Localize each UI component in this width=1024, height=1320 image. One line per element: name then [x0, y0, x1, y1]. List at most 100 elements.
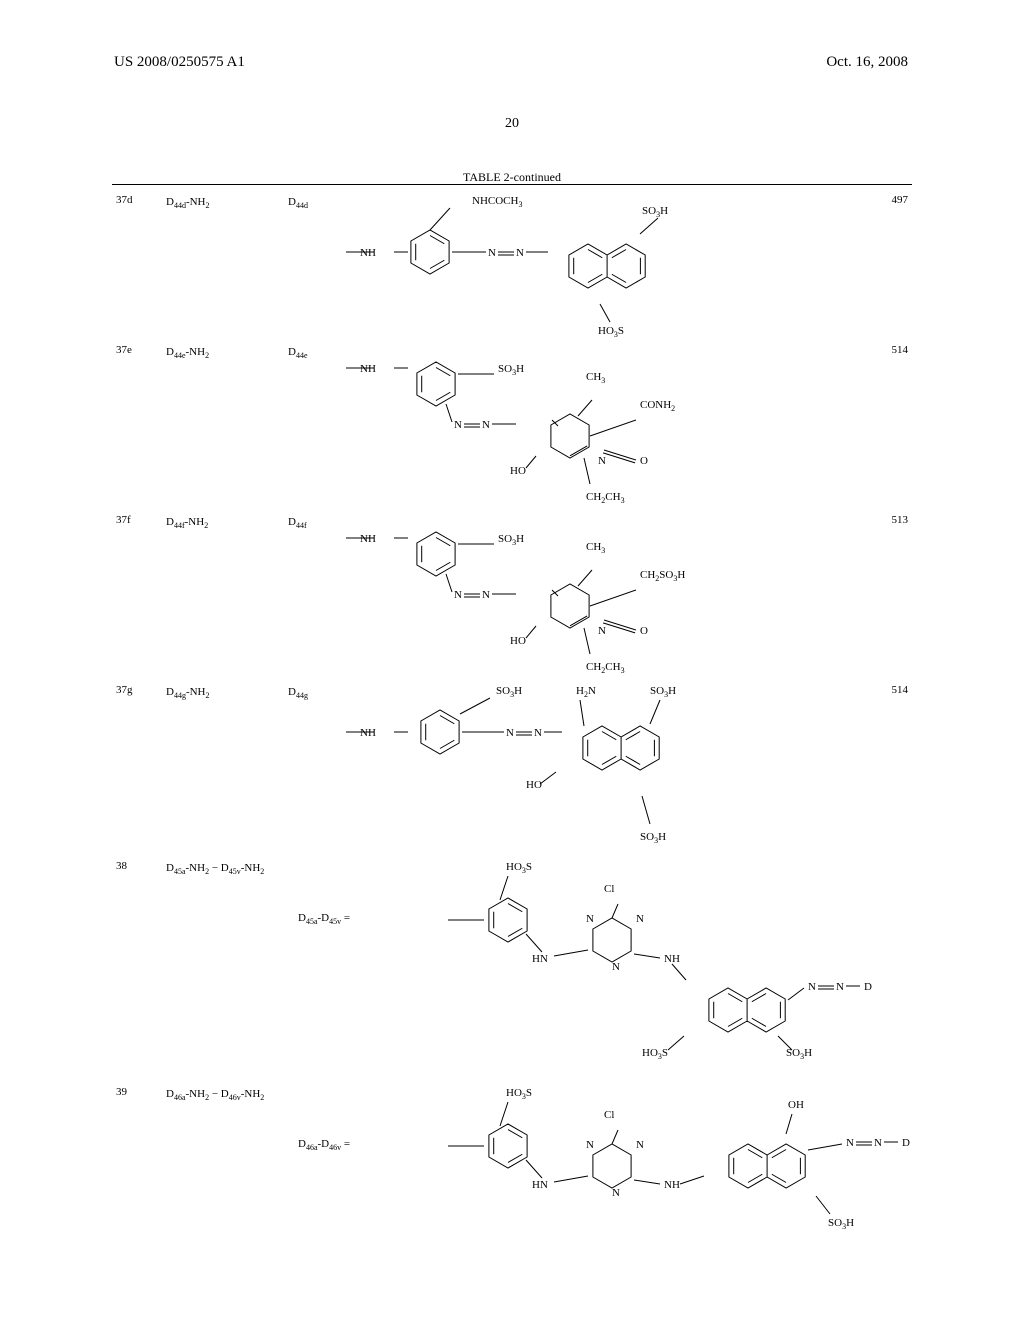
d-label: D44e [288, 344, 338, 365]
amine-label: D46a-NH2 − D46v-NH2 [166, 1086, 316, 1107]
svg-text:N: N [482, 419, 490, 431]
svg-text:N: N [808, 981, 816, 993]
table-row: 37e D44e-NH2 D44e 514 NH SO3H CH3 CONH2 N N HO… [112, 344, 912, 509]
chemical-structure: NHCOCH3 SO3H NH N N HO3S [340, 194, 830, 348]
svg-text:N: N [454, 589, 462, 601]
svg-text:N: N [534, 727, 542, 739]
svg-text:D46a-D46v =: D46a-D46v = [298, 1138, 350, 1152]
svg-text:N: N [612, 961, 620, 973]
svg-text:HO: HO [526, 779, 542, 791]
row-index: 39 [116, 1086, 127, 1098]
svg-text:D44e: D44e [288, 346, 308, 360]
d-label: D44d [288, 194, 338, 215]
svg-text:CH3: CH3 [586, 541, 605, 555]
svg-text:N: N [836, 981, 844, 993]
svg-text:N: N [612, 1187, 620, 1199]
svg-text:CH2SO3H: CH2SO3H [640, 569, 685, 583]
svg-text:HN: HN [532, 1179, 548, 1191]
svg-text:N: N [488, 247, 496, 259]
svg-text:SO3H: SO3H [642, 205, 668, 219]
chemical-structure: NH SO3H CH3 CH2SO3H N N HO N O CH2CH3 [340, 514, 830, 683]
svg-text:O: O [640, 625, 648, 637]
svg-text:N: N [482, 589, 490, 601]
svg-text:D44f: D44f [288, 516, 307, 530]
svg-text:N: N [586, 913, 594, 925]
d-label: D44g [288, 684, 338, 705]
amine-label: D45a-NH2 − D45v-NH2 [166, 860, 316, 881]
svg-text:SO3H: SO3H [640, 831, 666, 845]
chemical-structure: SO3H H2N SO3H NH N N HO SO3H [340, 684, 830, 853]
svg-text:N: N [506, 727, 514, 739]
svg-text:CH2CH3: CH2CH3 [586, 491, 625, 505]
svg-text:NH: NH [360, 727, 376, 739]
svg-text:NH: NH [360, 363, 376, 375]
svg-text:CONH2: CONH2 [640, 399, 675, 413]
svg-text:D45a-D45v =: D45a-D45v = [298, 912, 350, 926]
svg-text:OH: OH [788, 1099, 804, 1111]
svg-text:SO3H: SO3H [650, 685, 676, 699]
svg-text:CH2CH3: CH2CH3 [586, 661, 625, 675]
svg-text:D44g-NH2: D44g-NH2 [166, 686, 210, 700]
svg-text:SO3H: SO3H [496, 685, 522, 699]
row-index: 37f [116, 514, 131, 526]
svg-text:N: N [516, 247, 524, 259]
publication-date: Oct. 16, 2008 [826, 54, 908, 71]
svg-text:NH: NH [664, 1179, 680, 1191]
svg-text:N: N [874, 1137, 882, 1149]
svg-text:NH: NH [360, 533, 376, 545]
svg-text:D46a-NH2 − D46v-NH2: D46a-NH2 − D46v-NH2 [166, 1088, 264, 1102]
svg-text:D: D [902, 1137, 910, 1149]
svg-text:N: N [454, 419, 462, 431]
svg-text:NH: NH [360, 247, 376, 259]
svg-text:NHCOCH3: NHCOCH3 [472, 195, 522, 209]
table-row: 37f D44f-NH2 D44f 513 NH SO3H CH3 CH2SO3H N N… [112, 514, 912, 679]
svg-text:N: N [636, 1139, 644, 1151]
svg-text:SO3H: SO3H [786, 1047, 812, 1061]
row-index: 37e [116, 344, 132, 356]
svg-text:HO3S: HO3S [598, 325, 624, 339]
lambda-max: 514 [892, 684, 909, 696]
svg-text:D: D [864, 981, 872, 993]
structure-prefix-label: D45a-D45v = [298, 910, 388, 931]
svg-text:H2N: H2N [576, 685, 596, 699]
row-index: 37g [116, 684, 133, 696]
svg-text:HO3S: HO3S [506, 861, 532, 875]
svg-text:D44e-NH2: D44e-NH2 [166, 346, 209, 360]
d-label: D44f [288, 514, 338, 535]
svg-text:HO3S: HO3S [642, 1047, 668, 1061]
svg-text:Cl: Cl [604, 1109, 614, 1121]
lambda-max: 514 [892, 344, 909, 356]
svg-text:HO3S: HO3S [506, 1087, 532, 1101]
svg-text:HN: HN [532, 953, 548, 965]
table-rule [112, 184, 912, 185]
table-row: 37g D44g-NH2 D44g 514 SO3H H2N SO3H NH N N HO S… [112, 684, 912, 849]
svg-text:D44f-NH2: D44f-NH2 [166, 516, 208, 530]
svg-text:D45a-NH2 − D45v-NH2: D45a-NH2 − D45v-NH2 [166, 862, 264, 876]
lambda-max: 497 [892, 194, 909, 206]
svg-text:HO: HO [510, 465, 526, 477]
svg-text:SO3H: SO3H [498, 533, 524, 547]
svg-text:N: N [598, 625, 606, 637]
publication-number: US 2008/0250575 A1 [114, 54, 245, 71]
lambda-max: 513 [892, 514, 909, 526]
svg-text:D44d: D44d [288, 196, 308, 210]
chemical-structure: HO3SClNNNHNNHOHNNDSO3H [388, 1086, 878, 1250]
svg-text:D44g: D44g [288, 686, 308, 700]
svg-text:N: N [636, 913, 644, 925]
svg-text:N: N [846, 1137, 854, 1149]
svg-text:D44d-NH2: D44d-NH2 [166, 196, 210, 210]
svg-text:O: O [640, 455, 648, 467]
svg-text:CH3: CH3 [586, 371, 605, 385]
svg-text:SO3H: SO3H [498, 363, 524, 377]
svg-text:HO: HO [510, 635, 526, 647]
table-row: 38 D45a-NH2 − D45v-NH2 D45a-D45v = HO3SC… [112, 860, 912, 1070]
table-row: 37d D44d-NH2 D44d 497 NHCOCH3SO3HNHNNHO3… [112, 194, 912, 344]
chemical-structure: HO3SClNNNHNNHNNDHO3SSO3H [388, 860, 878, 1074]
svg-text:SO3H: SO3H [828, 1217, 854, 1231]
page-number: 20 [0, 116, 1024, 132]
svg-text:NH: NH [664, 953, 680, 965]
structure-prefix-label: D46a-D46v = [298, 1136, 388, 1157]
svg-text:N: N [598, 455, 606, 467]
svg-text:N: N [586, 1139, 594, 1151]
table-row: 39 D46a-NH2 − D46v-NH2 D46a-D46v = HO3S C… [112, 1086, 912, 1246]
